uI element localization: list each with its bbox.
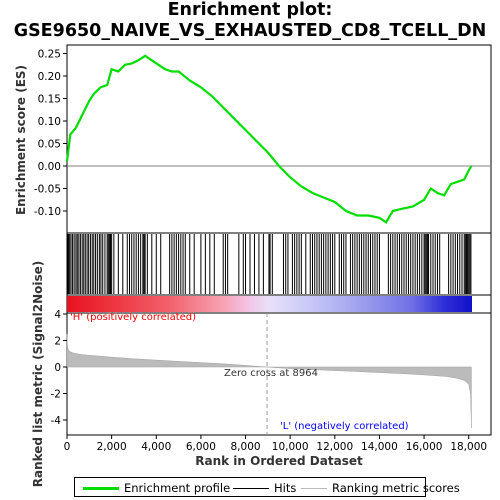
zero-cross-label: Zero cross at 8964 [224,368,318,379]
x-axis-label: Rank in Ordered Dataset [195,454,363,468]
metric-y-tick-label: 2 [54,336,61,348]
es-panel: 0.25 0.20 0.15 0.10 0.05 0.00 -0.05 -0.10 Enric… [14,44,492,234]
ranking-metric-area [66,333,472,428]
es-y-tick-label: -0.05 [34,184,61,196]
negative-correlation-label: 'L' (negatively correlated) [280,421,409,432]
es-y-axis: 0.25 0.20 0.15 0.10 0.05 0.00 -0.05 -0.10 [34,49,67,218]
hits-panel [66,232,492,296]
positive-correlation-label: 'H' (positively correlated) [70,312,196,323]
metric-y-axis-label: Ranked list metric (Signal2Noise) [31,261,45,488]
es-y-tick-label: 0.25 [38,49,61,61]
x-tick-label: 12,000 [316,441,353,453]
legend-label-hits: Hits [274,481,297,495]
x-tick-label: 2,000 [97,441,127,453]
metric-panel: 4 2 0 -2 -4 'H' (positively correlated) 'L' … [31,261,492,488]
x-tick-label: 14,000 [361,441,398,453]
legend-item-enrichment: Enrichment profile [83,481,230,495]
x-tick-label: 0 [64,441,71,453]
legend-label-enrichment: Enrichment profile [124,481,231,495]
x-tick-label: 6,000 [186,441,216,453]
legend-item-hits: Hits [233,481,296,495]
es-y-tick-label: -0.10 [34,206,61,218]
metric-y-axis: 4 2 0 -2 -4 [51,309,67,427]
es-y-tick-label: 0.20 [38,71,61,83]
rank-colorbar [67,296,472,312]
legend-swatch-hits [233,487,269,489]
es-y-axis-label: Enrichment score (ES) [14,65,28,215]
x-axis: 0 2,000 4,000 6,000 8,000 10,000 12,000 14,000 1… [64,435,487,453]
metric-y-tick-label: 0 [54,362,61,374]
x-tick-label: 18,000 [450,441,487,453]
x-tick-label: 10,000 [272,441,309,453]
es-panel-frame [66,44,492,234]
es-y-tick-label: 0.00 [38,161,61,173]
rank-colorbar-panel [66,294,492,314]
x-tick-label: 16,000 [406,441,443,453]
metric-y-tick-label: -4 [51,415,62,427]
es-y-tick-label: 0.15 [38,94,61,106]
legend: Enrichment profile Hits Ranking metric s… [74,477,460,497]
x-tick-label: 8,000 [231,441,261,453]
legend-swatch-ranking [301,487,327,489]
es-y-tick-label: 0.10 [38,116,61,128]
metric-y-tick-label: -2 [51,389,61,401]
title-line-2: GSE9650_NAIVE_VS_EXHAUSTED_CD8_TCELL_DN [13,21,487,41]
es-y-tick-label: 0.05 [38,139,61,151]
legend-swatch-enrichment [83,486,119,490]
metric-y-tick-label: 4 [54,309,61,321]
enrichment-profile-line [65,54,473,224]
chart-title: Enrichment plot: GSE9650_NAIVE_VS_EXHAUS… [0,0,500,42]
x-tick-label: 4,000 [141,441,171,453]
legend-item-ranking: Ranking metric scores [301,481,460,495]
hit-marks [67,234,472,294]
legend-label-ranking: Ranking metric scores [332,481,460,495]
title-line-1: Enrichment plot: [167,0,333,20]
